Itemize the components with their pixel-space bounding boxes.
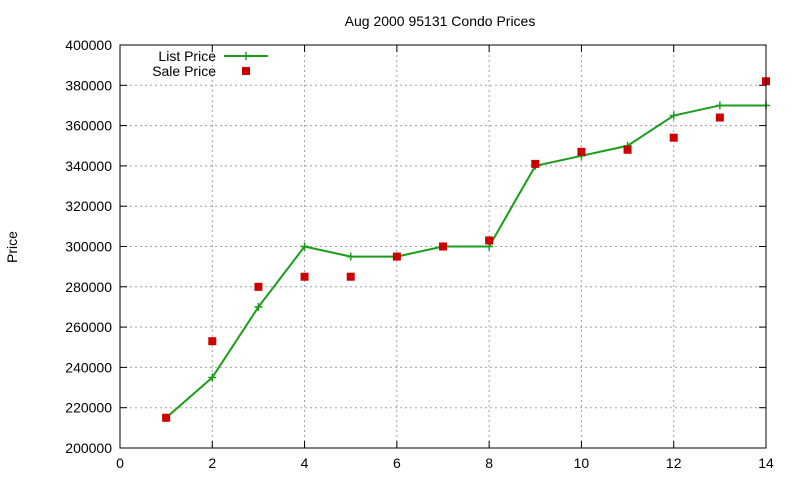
y-tick-label: 380000 xyxy=(65,77,112,93)
list-price-point xyxy=(715,101,724,110)
y-tick-label: 400000 xyxy=(65,37,112,53)
y-tick-label: 240000 xyxy=(65,359,112,375)
y-tick-label: 220000 xyxy=(65,400,112,416)
sale-price-point xyxy=(346,272,355,281)
sale-price-point xyxy=(162,413,171,422)
y-tick-label: 320000 xyxy=(65,198,112,214)
x-tick-label: 14 xyxy=(758,455,774,471)
list-price-point xyxy=(669,111,678,120)
y-axis-label: Price xyxy=(4,231,20,263)
legend-label-sale-price: Sale Price xyxy=(152,63,216,79)
y-tick-label: 360000 xyxy=(65,118,112,134)
sale-price-point xyxy=(577,147,586,156)
sale-price-point xyxy=(669,133,678,142)
list-price-point xyxy=(300,242,309,251)
sale-price-point xyxy=(485,236,494,245)
legend-marker-sale-price xyxy=(242,67,250,75)
series-layer xyxy=(162,77,770,422)
legend-label-list-price: List Price xyxy=(158,48,216,64)
sale-price-point xyxy=(392,252,401,261)
series-0 xyxy=(162,101,770,422)
x-tick-label: 10 xyxy=(574,455,590,471)
y-tick-label: 300000 xyxy=(65,239,112,255)
y-tick-label: 340000 xyxy=(65,158,112,174)
x-tick-label: 2 xyxy=(208,455,216,471)
x-tick-label: 6 xyxy=(393,455,401,471)
y-tick-label: 260000 xyxy=(65,319,112,335)
list-price-point xyxy=(208,373,217,382)
sale-price-point xyxy=(439,242,447,251)
series-1 xyxy=(162,77,770,422)
sale-price-point xyxy=(300,272,309,281)
axis-ticks: 0 2 4 6 8 10 12 14 200000 220000 240000 260000 28000… xyxy=(65,37,774,471)
x-tick-label: 4 xyxy=(301,455,309,471)
plot-frame xyxy=(119,44,767,449)
x-tick-label: 8 xyxy=(485,455,493,471)
sale-price-point xyxy=(531,159,540,168)
sale-price-point xyxy=(208,337,217,346)
sale-price-point xyxy=(715,113,724,122)
list-price-point xyxy=(346,252,355,261)
legend-marker-list-price xyxy=(242,52,250,60)
list-price-line xyxy=(165,104,766,419)
x-tick-label: 0 xyxy=(116,455,124,471)
y-tick-label: 280000 xyxy=(65,279,112,295)
chart-title: Aug 2000 95131 Condo Prices xyxy=(345,13,536,29)
list-price-point xyxy=(254,302,263,311)
y-tick-label: 200000 xyxy=(65,440,112,456)
sale-price-point xyxy=(623,145,632,154)
sale-price-point xyxy=(254,282,263,291)
x-tick-label: 12 xyxy=(666,455,682,471)
